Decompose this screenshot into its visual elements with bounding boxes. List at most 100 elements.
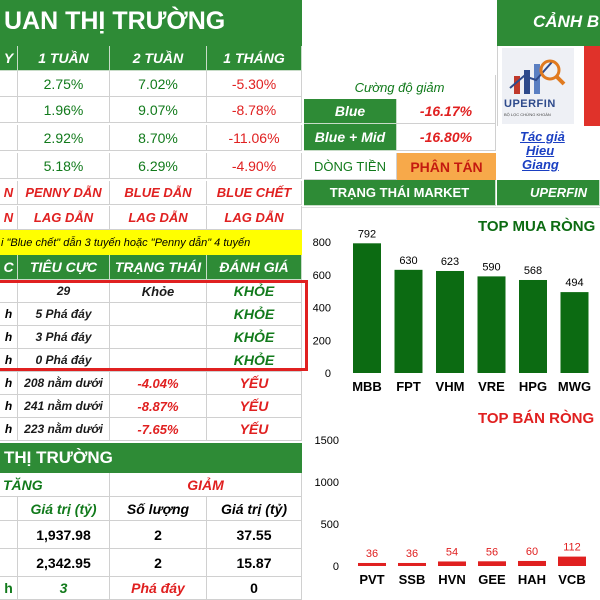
eval-negative: 3 Phá đáy bbox=[18, 326, 110, 349]
data-label: 56 bbox=[486, 546, 498, 558]
eval-stub: h bbox=[0, 349, 18, 372]
logo-sub: BỘ LỌC CHỨNG KHOÁN bbox=[504, 112, 551, 117]
strength-blue-value: -16.17% bbox=[397, 99, 496, 124]
logo-image: UPERFIN BỘ LỌC CHỨNG KHOÁN bbox=[502, 48, 574, 124]
title-bar bbox=[0, 0, 302, 46]
data-label: 623 bbox=[441, 256, 459, 268]
market-stub bbox=[0, 521, 18, 549]
eval-rating: YẾU bbox=[207, 395, 302, 418]
perf-cell: -8.78% bbox=[207, 97, 302, 123]
leader-cell: LAG DẪN bbox=[110, 206, 207, 230]
eval-negative: 241 nằm dưới bbox=[18, 395, 110, 418]
data-label: 36 bbox=[406, 548, 418, 560]
market-count-down: 2 bbox=[110, 521, 207, 549]
perf-row-stub bbox=[0, 153, 18, 179]
leader-cell: LAG DẪN bbox=[207, 206, 302, 230]
perf-cell: 7.02% bbox=[110, 71, 207, 97]
bar bbox=[438, 561, 466, 566]
eval-stub: h bbox=[0, 395, 18, 418]
y-tick-label: 0 bbox=[325, 368, 331, 380]
author-link[interactable]: Tác giả Hieu Giang bbox=[520, 130, 580, 172]
market-title-bar bbox=[0, 443, 302, 473]
leader-cell: N bbox=[0, 181, 18, 205]
market-foot-0: h bbox=[0, 577, 18, 600]
perf-cell: 2.75% bbox=[18, 71, 110, 97]
dong-tien-value: PHÂN TÁN bbox=[397, 153, 496, 180]
market-group-tang: TĂNG bbox=[0, 473, 110, 497]
data-label: 630 bbox=[399, 255, 417, 267]
data-label: 54 bbox=[446, 546, 458, 558]
leader-cell: PENNY DẪN bbox=[18, 181, 110, 205]
bar bbox=[358, 562, 386, 566]
right-title-bar bbox=[497, 0, 600, 46]
leader-cell: N bbox=[0, 206, 18, 230]
page-title: UAN THỊ TRƯỜNG bbox=[4, 7, 226, 35]
market-value-down: 37.55 bbox=[207, 521, 302, 549]
market-col-value-down: Giá trị (tỷ) bbox=[207, 497, 302, 521]
eval-header-status: TRẠNG THÁI bbox=[110, 255, 207, 280]
eval-rating: YẾU bbox=[207, 372, 302, 395]
chart-title: TOP BÁN RÒNG bbox=[478, 409, 594, 427]
perf-header-0: Y bbox=[0, 46, 18, 71]
perf-cell: 6.29% bbox=[110, 153, 207, 179]
eval-stub: h bbox=[0, 418, 18, 441]
leader-cell: BLUE CHẾT bbox=[207, 181, 302, 205]
author-line-1: Tác giả bbox=[520, 129, 565, 144]
eval-status bbox=[110, 326, 207, 349]
top-sell-chart: TOP BÁN RÒNG 0 500 1000 1500 36 PVT 36 SSB 54 HVN 5… bbox=[315, 409, 595, 587]
market-col-value-up: Giá trị (tỷ) bbox=[18, 497, 110, 521]
market-status-label: TRẠNG THÁI MARKET bbox=[304, 180, 496, 206]
market-title: THỊ TRƯỜNG bbox=[4, 448, 113, 467]
eval-negative: 0 Phá đáy bbox=[18, 349, 110, 372]
data-label: 494 bbox=[565, 277, 583, 289]
bar bbox=[398, 562, 426, 566]
data-label: 36 bbox=[366, 548, 378, 560]
market-stub bbox=[0, 549, 18, 577]
top-buy-chart: TOP MUA RÒNG 0 200 400 600 800 792 MBB 630 FPT 623… bbox=[313, 217, 596, 394]
y-tick-label: 0 bbox=[333, 561, 339, 573]
data-label: 568 bbox=[524, 265, 542, 277]
chart-title: TOP MUA RÒNG bbox=[478, 217, 595, 235]
y-tick-label: 400 bbox=[313, 303, 331, 315]
eval-negative: 223 nằm dưới bbox=[18, 418, 110, 441]
market-count-down: 2 bbox=[110, 549, 207, 577]
chart-magnifier-icon bbox=[509, 59, 566, 94]
data-label: 590 bbox=[482, 261, 500, 273]
perf-row-stub bbox=[0, 97, 18, 123]
chart-divider bbox=[302, 207, 600, 208]
category-label: FPT bbox=[396, 379, 421, 394]
author-line-2: Hieu bbox=[526, 143, 555, 158]
strength-bluemid-label: Blue + Mid bbox=[304, 124, 397, 151]
logo-text: UPERFIN bbox=[504, 98, 556, 110]
category-label: MWG bbox=[558, 379, 591, 394]
market-group-giam: GIẢM bbox=[110, 473, 302, 497]
strength-blue-label: Blue bbox=[304, 99, 397, 124]
leader-cell: LAG DẪN bbox=[18, 206, 110, 230]
category-label: HVN bbox=[438, 572, 465, 587]
eval-status bbox=[110, 349, 207, 372]
perf-cell: -5.30% bbox=[207, 71, 302, 97]
eval-negative: 29 bbox=[18, 280, 110, 303]
bar bbox=[558, 556, 586, 566]
y-tick-label: 800 bbox=[313, 237, 331, 249]
strength-title: Cường độ giảm bbox=[304, 75, 496, 99]
note-banner: i "Blue chết" dẫn 3 tuyến hoặc "Penny dẫ… bbox=[0, 230, 302, 255]
eval-status: -7.65% bbox=[110, 418, 207, 441]
perf-cell: 5.18% bbox=[18, 153, 110, 179]
category-label: VRE bbox=[478, 379, 505, 394]
y-tick-label: 1500 bbox=[315, 435, 339, 447]
market-status-right: UPERFIN bbox=[497, 180, 600, 206]
perf-cell: 1.96% bbox=[18, 97, 110, 123]
eval-negative: 208 nằm dưới bbox=[18, 372, 110, 395]
y-tick-label: 600 bbox=[313, 270, 331, 282]
eval-rating: KHỎE bbox=[207, 326, 302, 349]
bar bbox=[478, 561, 506, 566]
category-label: VCB bbox=[558, 572, 585, 587]
bar bbox=[560, 292, 589, 373]
bar bbox=[519, 279, 547, 373]
eval-header-negative: TIÊU CỰC bbox=[18, 255, 110, 280]
data-label: 792 bbox=[358, 228, 376, 240]
market-foot-label: Phá đáy bbox=[110, 577, 207, 600]
eval-status: Khỏe bbox=[110, 280, 207, 303]
right-title: CẢNH B bbox=[533, 12, 600, 31]
